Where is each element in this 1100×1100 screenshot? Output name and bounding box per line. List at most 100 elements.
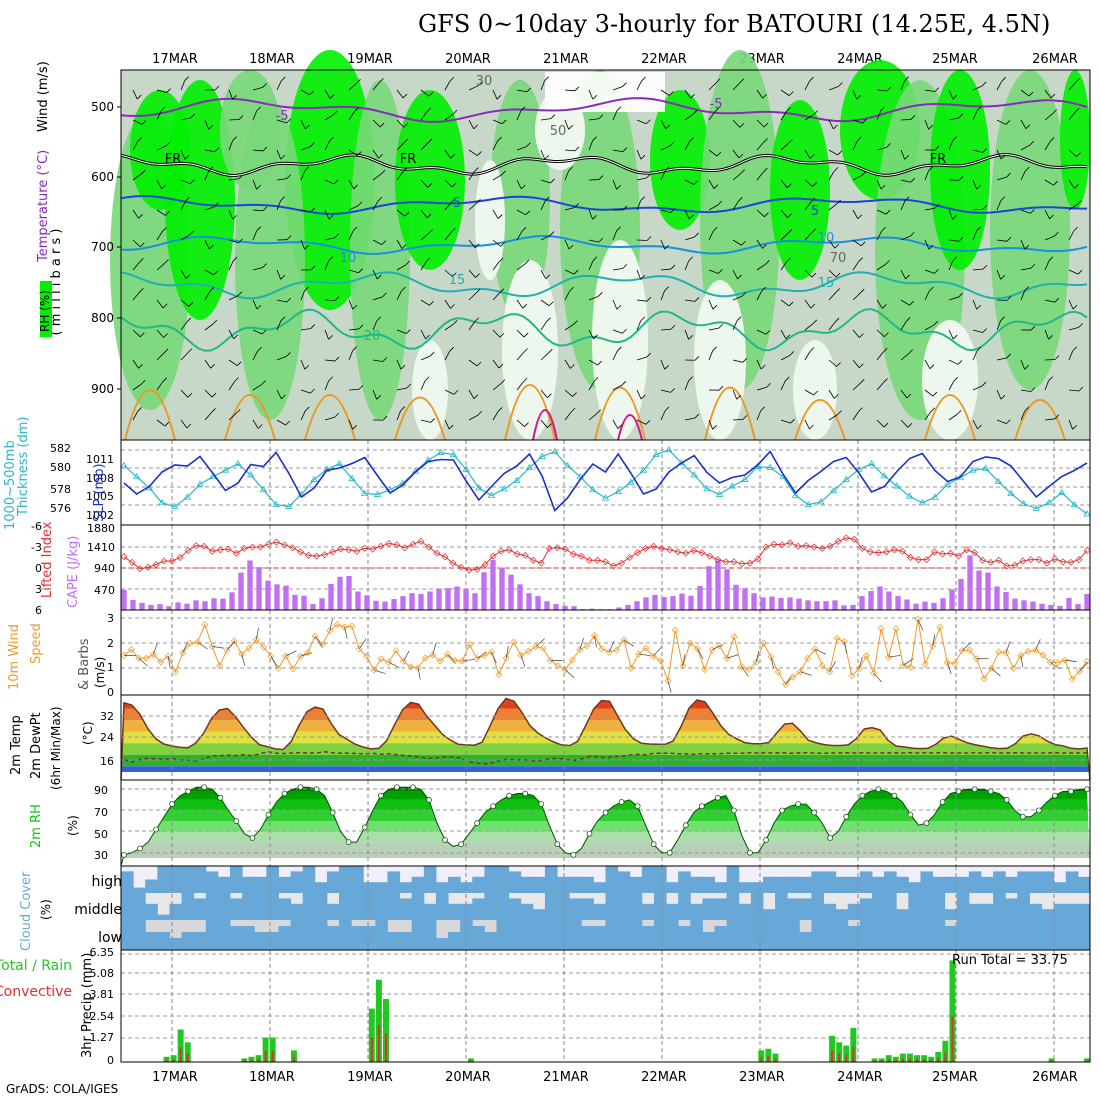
wind-barb bbox=[523, 332, 529, 338]
date-label-bottom: 19MAR bbox=[347, 1070, 393, 1085]
wind-barb bbox=[612, 350, 618, 361]
wind-barb bbox=[1072, 304, 1078, 310]
wind-barb bbox=[499, 332, 505, 338]
wind-barb bbox=[497, 407, 503, 412]
wind-barb bbox=[420, 299, 430, 306]
wind-barb bbox=[236, 361, 242, 366]
wind-barb bbox=[612, 230, 618, 241]
wind-barb bbox=[1064, 659, 1077, 663]
wind-barb bbox=[285, 650, 297, 657]
cloud-cover-bar bbox=[169, 903, 183, 920]
wind-barb bbox=[324, 359, 335, 362]
cloud-cover-bar bbox=[1005, 876, 1018, 893]
cape-bar bbox=[409, 593, 415, 610]
wind-barb bbox=[156, 209, 166, 216]
wind-barb bbox=[1050, 662, 1061, 670]
wind-speed-point bbox=[1024, 648, 1032, 656]
wind-barb bbox=[837, 410, 842, 415]
wind-barb bbox=[612, 329, 623, 334]
wind-barb bbox=[324, 299, 336, 302]
precip-total-bar bbox=[921, 1055, 928, 1062]
wind-barb bbox=[640, 316, 646, 322]
cloud-cover-bar bbox=[690, 876, 703, 893]
lifted-index-point bbox=[1051, 555, 1059, 563]
pressure-tick-label: 900 bbox=[91, 382, 114, 396]
wind-barb bbox=[444, 113, 454, 121]
wind-barb bbox=[132, 359, 139, 369]
wind-barb bbox=[167, 655, 171, 668]
wind-barb bbox=[828, 269, 837, 278]
lifted-index-point bbox=[1003, 562, 1011, 570]
wind-barb bbox=[717, 200, 723, 206]
thickness-point bbox=[703, 485, 711, 492]
cape-tick-label: 1410 bbox=[87, 541, 115, 554]
precip-convective-bar bbox=[873, 1060, 876, 1062]
slp-tick-label: 1011 bbox=[86, 453, 114, 466]
wind-barb bbox=[468, 292, 477, 301]
cloud-cover-bar bbox=[399, 932, 413, 950]
cloud-cover-bar bbox=[714, 898, 728, 920]
wind-barb bbox=[276, 200, 282, 211]
wind-speed-point bbox=[649, 652, 657, 660]
temperature-contour bbox=[617, 414, 643, 441]
rh-band bbox=[121, 821, 1090, 832]
wind-barb bbox=[324, 329, 329, 340]
wind-barb bbox=[140, 379, 146, 385]
wind-barb bbox=[526, 142, 531, 147]
wind-barb bbox=[1050, 93, 1056, 99]
wind-barb bbox=[597, 360, 602, 366]
cape-bar bbox=[535, 596, 541, 610]
wind-barb bbox=[550, 178, 555, 184]
wind-barb bbox=[156, 110, 162, 121]
cloud-cover-bar bbox=[835, 920, 849, 950]
cape-bar bbox=[769, 596, 775, 610]
wind-barb bbox=[886, 143, 891, 148]
wind-barb bbox=[976, 304, 982, 310]
lifted-index-point bbox=[240, 544, 248, 552]
lifted-index-point bbox=[987, 558, 995, 566]
wind-barb bbox=[876, 230, 883, 241]
precip-total-bar bbox=[949, 960, 956, 1062]
cloud-cover-bar bbox=[920, 893, 934, 920]
cape-bar bbox=[634, 601, 640, 610]
wind-barb bbox=[186, 423, 192, 429]
date-label-top: 21MAR bbox=[543, 52, 589, 67]
lifted-index-point bbox=[128, 558, 136, 566]
wind-barb bbox=[739, 123, 745, 128]
wind-barb bbox=[924, 239, 930, 250]
wind-barb bbox=[876, 382, 884, 391]
cape-bar bbox=[130, 599, 136, 610]
cape-bar bbox=[301, 595, 307, 610]
wind-barb bbox=[428, 229, 433, 234]
wind-barb bbox=[857, 214, 863, 220]
thickness-point bbox=[969, 466, 977, 473]
thickness-point bbox=[791, 491, 800, 498]
precip-total-bar bbox=[928, 1056, 935, 1062]
wind-speed-point bbox=[421, 654, 429, 662]
wind-barb bbox=[852, 239, 862, 247]
cape-bar bbox=[616, 607, 622, 610]
wind-barb bbox=[189, 230, 194, 236]
lifted-index-point bbox=[521, 551, 529, 559]
wind-speed-point bbox=[980, 675, 988, 683]
rh-point bbox=[1052, 792, 1058, 799]
thickness-point bbox=[525, 463, 534, 470]
wind-barb bbox=[468, 414, 479, 421]
cape-bar bbox=[1057, 605, 1063, 610]
wind-speed-point bbox=[1076, 667, 1084, 675]
wind-barb bbox=[280, 196, 285, 201]
thickness-point bbox=[234, 460, 242, 467]
wind-barb bbox=[804, 232, 813, 241]
wind-barb bbox=[333, 179, 339, 185]
thickness-axis-label: Thickness (dm) bbox=[16, 417, 31, 517]
rh-dry-area bbox=[545, 72, 665, 112]
rh-point bbox=[217, 794, 224, 801]
wind-barb bbox=[732, 269, 738, 280]
wind-barb bbox=[1054, 297, 1060, 303]
chart-title: GFS 0~10day 3-hourly for BATOURI (14.25E… bbox=[418, 10, 1051, 38]
cloud-cover-bar bbox=[375, 920, 388, 950]
wind-speed-point bbox=[862, 652, 870, 660]
wind-barb bbox=[574, 203, 579, 208]
wind-barb bbox=[190, 179, 195, 184]
wind-barb bbox=[858, 656, 863, 669]
